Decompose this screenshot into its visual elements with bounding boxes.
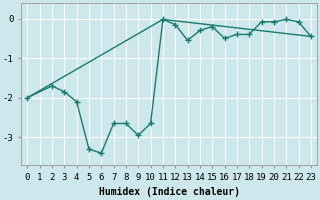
X-axis label: Humidex (Indice chaleur): Humidex (Indice chaleur) — [99, 187, 240, 197]
